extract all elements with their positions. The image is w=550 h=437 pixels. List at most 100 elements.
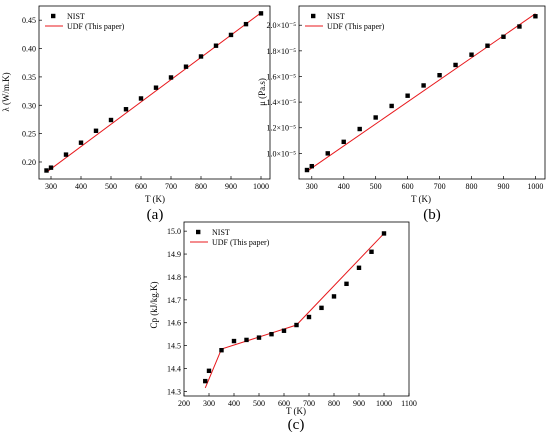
x-axis-title-a: T (K): [145, 194, 165, 204]
legend-label-udf-c: UDF (This paper): [212, 238, 270, 247]
nist-point-a: [153, 85, 159, 90]
nist-point-b: [357, 126, 362, 132]
legend-label-nist-b: NIST: [327, 12, 345, 21]
y-tick-label-b: 1.2×10⁻⁵: [266, 124, 296, 133]
nist-point-c: [381, 231, 387, 236]
x-tick-label-c: 900: [353, 399, 365, 408]
y-tick-label-c: 14.6: [167, 319, 181, 328]
nist-point-a: [78, 140, 84, 145]
nist-point-c: [294, 322, 299, 328]
legend-marker-nist-b: [311, 13, 316, 19]
panel-label-c: (c): [288, 417, 305, 432]
nist-point-a: [123, 107, 129, 112]
nist-point-b: [304, 167, 310, 173]
x-axis-title-c: T (K): [286, 406, 306, 416]
nist-point-a: [198, 54, 204, 59]
x-ticks-a: 300 400 500 600 700 800 900 1000: [45, 176, 269, 191]
y-tick-label-a: 0.25: [22, 130, 36, 139]
y-tick-label-a: 0.40: [22, 45, 36, 54]
x-tick-label-a: 900: [225, 182, 237, 191]
y-tick-label-c: 14.4: [167, 365, 181, 374]
y-axis-title-c: Cp (kJ/kg.K): [149, 281, 159, 328]
y-tick-label-c: 14.8: [167, 273, 181, 282]
y-ticks-b: 1.0×10⁻⁵ 1.2×10⁻⁵ 1.4×10⁻⁵ 1.6×10⁻⁵ 1.8×10⁻⁵…: [266, 21, 302, 158]
y-tick-label-b: 2.0×10⁻⁵: [266, 21, 296, 30]
y-tick-label-a: 0.45: [22, 16, 36, 25]
y-tick-label-b: 1.8×10⁻⁵: [266, 47, 296, 56]
nist-point-c: [306, 314, 312, 320]
nist-point-a: [108, 117, 114, 123]
x-tick-label-c: 800: [328, 399, 340, 408]
x-tick-label-c: 500: [253, 399, 265, 408]
nist-point-a: [138, 96, 144, 101]
y-ticks-c: 14.3 14.4 14.5 14.6 14.7 14.8 14.9 15.0: [167, 227, 187, 396]
y-tick-label-c: 14.3: [167, 387, 181, 396]
nist-point-b: [421, 83, 426, 88]
x-tick-label-b: 400: [338, 182, 350, 191]
nist-point-c: [356, 265, 362, 270]
nist-point-b: [309, 163, 314, 169]
x-tick-label-b: 300: [306, 182, 318, 191]
nist-point-a: [213, 43, 219, 48]
nist-point-b: [437, 73, 442, 78]
y-tick-label-b: 1.6×10⁻⁵: [266, 72, 296, 81]
panel-label-a: (a): [147, 207, 164, 223]
x-tick-label-c: 1100: [401, 399, 417, 408]
x-tick-label-a: 600: [135, 182, 147, 191]
nist-point-c: [256, 335, 262, 340]
x-tick-label-a: 1000: [253, 182, 269, 191]
nist-point-b: [533, 14, 538, 19]
x-tick-label-a: 400: [75, 182, 87, 191]
plot-marks-c: [203, 231, 387, 389]
udf-line-a: [46, 12, 262, 173]
x-tick-label-b: 700: [434, 182, 446, 191]
plot-frame-a: [38, 5, 271, 180]
y-ticks-a: 0.20 0.25 0.30 0.35 0.40 0.45: [22, 16, 42, 167]
legend-label-udf-b: UDF (This paper): [327, 22, 385, 31]
x-tick-label-c: 400: [228, 399, 240, 408]
nist-point-c: [281, 328, 287, 333]
nist-point-c: [331, 294, 337, 299]
nist-point-a: [258, 11, 264, 16]
udf-line-b: [306, 13, 536, 172]
panel-c: 200 300 400 500 600 700 800 900 1000 1100 14.314.…: [149, 221, 417, 433]
plot-frame-b: [298, 5, 546, 180]
x-tick-label-b: 900: [497, 182, 509, 191]
nist-point-c: [206, 368, 212, 374]
x-tick-label-c: 1000: [376, 399, 392, 408]
nist-point-b: [485, 43, 490, 48]
x-tick-label-c: 200: [178, 399, 190, 408]
x-tick-label-a: 300: [45, 182, 57, 191]
x-ticks-c: 200 300 400 500 600 700 800 900 1000 1100: [178, 393, 417, 408]
nist-point-a: [93, 128, 99, 133]
plot-frame-c: [183, 221, 410, 397]
nist-point-b: [453, 62, 458, 68]
y-tick-label-c: 14.7: [167, 296, 181, 305]
nist-point-b: [325, 151, 330, 156]
nist-point-b: [501, 34, 506, 39]
nist-point-c: [319, 305, 324, 311]
legend-marker-nist-c: [196, 229, 201, 235]
x-tick-label-a: 800: [195, 182, 207, 191]
nist-point-c: [219, 348, 224, 353]
plot-marks-a: [44, 11, 264, 173]
nist-point-c: [269, 331, 274, 337]
x-tick-label-a: 500: [105, 182, 117, 191]
nist-point-b: [373, 115, 378, 120]
x-axis-title-b: T (K): [411, 194, 431, 204]
nist-point-c: [344, 281, 349, 287]
y-tick-label-c: 14.5: [167, 342, 181, 351]
udf-line-c: [204, 233, 385, 389]
nist-point-a: [183, 64, 189, 69]
x-tick-label-c: 700: [303, 399, 315, 408]
x-tick-label-b: 600: [402, 182, 414, 191]
panel-a: 300 400 500 600 700 800 900 1000 0.200.250.300.…: [1, 5, 271, 223]
nist-point-a: [63, 152, 69, 157]
x-tick-label-c: 300: [203, 399, 215, 408]
x-ticks-b: 300 400 500 600 700 800 900 1000: [306, 176, 543, 191]
